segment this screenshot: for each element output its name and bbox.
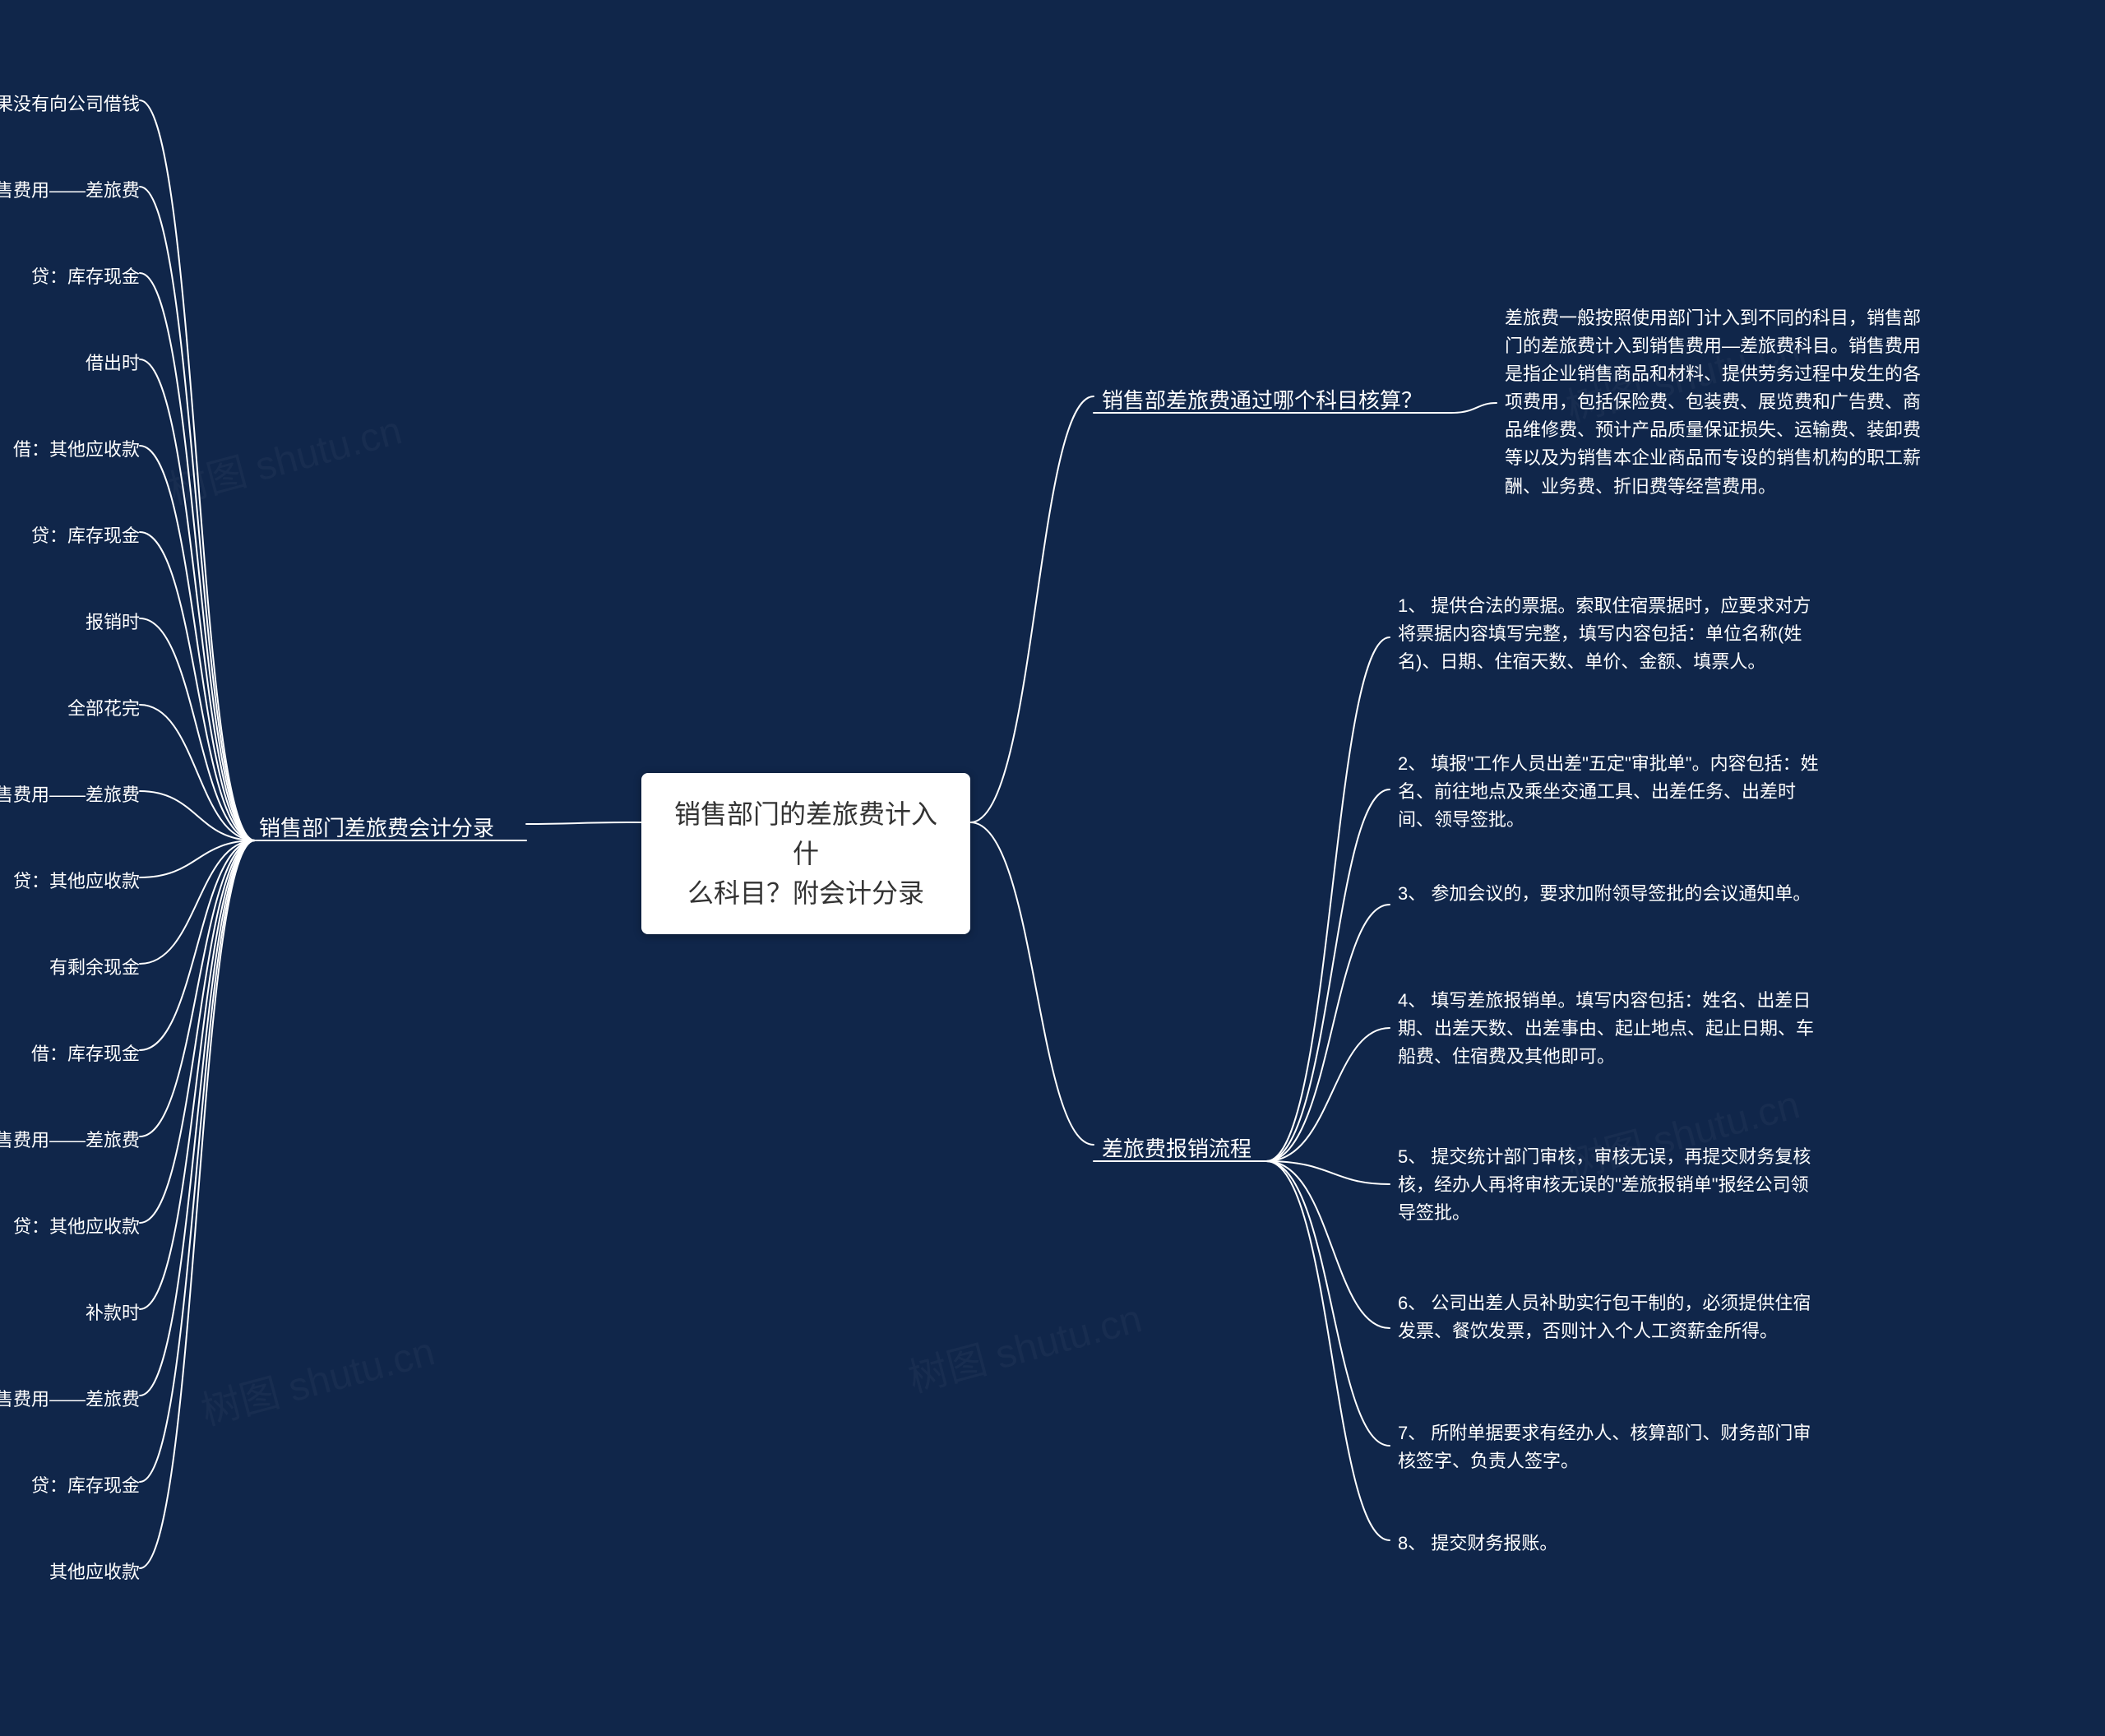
leaf-node[interactable]: 补款时 <box>86 1299 140 1327</box>
leaf-node[interactable]: 差旅费一般按照使用部门计入到不同的科目，销售部门的差旅费计入到销售费用—差旅费科… <box>1505 304 1932 501</box>
leaf-node[interactable]: 6、 公司出差人员补助实行包干制的，必须提供住宿发票、餐饮发票，否则计入个人工资… <box>1398 1289 1825 1345</box>
watermark: 树图 shutu.cn <box>161 398 407 516</box>
branch-node-right-2[interactable]: 差旅费报销流程 <box>1102 1133 1251 1165</box>
leaf-node[interactable]: 借：销售费用——差旅费 <box>0 1386 140 1414</box>
leaf-node[interactable]: 8、 提交财务报账。 <box>1398 1530 1825 1558</box>
leaf-node[interactable]: 如果没有向公司借钱 <box>0 90 140 118</box>
leaf-node[interactable]: 1、 提供合法的票据。索取住宿票据时，应要求对方将票据内容填写完整，填写内容包括… <box>1398 592 1825 676</box>
mindmap-root-node[interactable]: 销售部门的差旅费计入什么科目？附会计分录 <box>641 773 970 934</box>
leaf-node[interactable]: 4、 填写差旅报销单。填写内容包括：姓名、出差日期、出差天数、出差事由、起止地点… <box>1398 987 1825 1071</box>
leaf-node[interactable]: 借出时 <box>86 350 140 377</box>
leaf-node[interactable]: 2、 填报"工作人员出差"五定"审批单"。内容包括：姓名、前往地点及乘坐交通工具… <box>1398 750 1825 834</box>
leaf-node[interactable]: 报销时 <box>86 609 140 637</box>
leaf-node[interactable]: 其他应收款 <box>49 1558 140 1586</box>
leaf-node[interactable]: 贷：其他应收款 <box>13 868 140 896</box>
watermark: 树图 shutu.cn <box>194 1319 440 1437</box>
leaf-node[interactable]: 有剩余现金 <box>49 954 140 982</box>
leaf-node[interactable]: 贷：其他应收款 <box>13 1213 140 1241</box>
leaf-node[interactable]: 贷：库存现金 <box>31 1472 140 1500</box>
leaf-node[interactable]: 全部花完 <box>67 695 140 723</box>
branch-node-right-1[interactable]: 销售部差旅费通过哪个科目核算？ <box>1102 385 1423 417</box>
leaf-node[interactable]: 销售费用——差旅费 <box>0 1127 140 1155</box>
leaf-node[interactable]: 5、 提交统计部门审核，审核无误，再提交财务复核核，经办人再将审核无误的"差旅报… <box>1398 1143 1825 1227</box>
leaf-node[interactable]: 贷：库存现金 <box>31 522 140 550</box>
leaf-node[interactable]: 借：销售费用——差旅费 <box>0 177 140 205</box>
leaf-node[interactable]: 借：销售费用——差旅费 <box>0 781 140 809</box>
leaf-node[interactable]: 3、 参加会议的，要求加附领导签批的会议通知单。 <box>1398 880 1825 908</box>
leaf-node[interactable]: 7、 所附单据要求有经办人、核算部门、财务部门审核签字、负责人签字。 <box>1398 1419 1825 1475</box>
connector-layer <box>0 0 2105 1736</box>
watermark: 树图 shutu.cn <box>901 1286 1147 1404</box>
leaf-node[interactable]: 贷：库存现金 <box>31 263 140 291</box>
branch-node-left[interactable]: 销售部门差旅费会计分录 <box>259 812 494 845</box>
leaf-node[interactable]: 借：库存现金 <box>31 1040 140 1068</box>
leaf-node[interactable]: 借：其他应收款 <box>13 436 140 464</box>
